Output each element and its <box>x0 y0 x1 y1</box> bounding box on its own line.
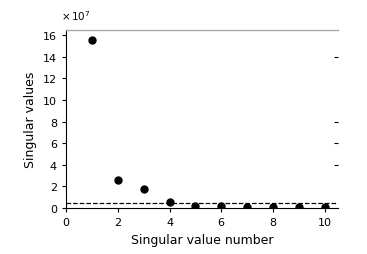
X-axis label: Singular value number: Singular value number <box>131 233 273 246</box>
Text: $\times\,10^7$: $\times\,10^7$ <box>61 10 90 23</box>
Y-axis label: Singular values: Singular values <box>24 71 37 167</box>
